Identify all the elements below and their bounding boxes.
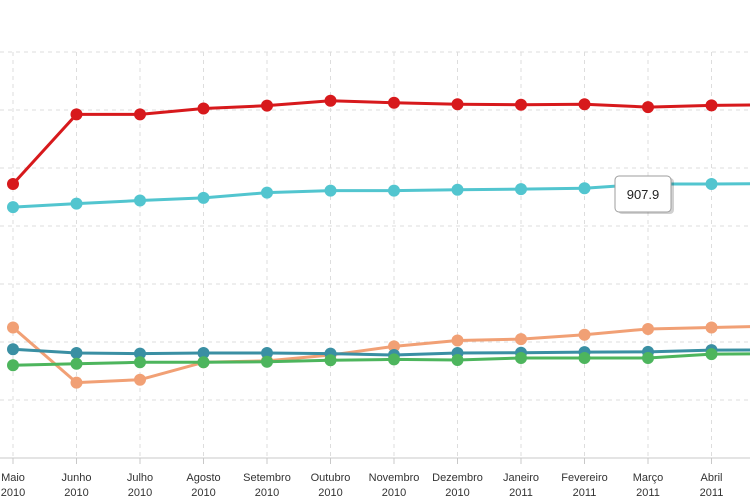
data-point[interactable] bbox=[642, 322, 654, 335]
data-point[interactable] bbox=[197, 102, 210, 115]
data-point[interactable] bbox=[578, 328, 591, 341]
x-axis-tick-label-month: Agosto bbox=[186, 472, 220, 484]
data-point[interactable] bbox=[642, 101, 654, 114]
data-point[interactable] bbox=[705, 348, 718, 361]
x-axis-tick-label-year: 2010 bbox=[64, 487, 88, 499]
data-point[interactable] bbox=[451, 183, 464, 196]
data-point[interactable] bbox=[324, 184, 337, 197]
data-point[interactable] bbox=[70, 347, 83, 360]
data-point[interactable] bbox=[451, 334, 464, 347]
data-point[interactable] bbox=[388, 340, 400, 353]
data-point[interactable] bbox=[70, 357, 83, 370]
x-axis-tick-label-year: 2010 bbox=[191, 487, 215, 499]
data-point[interactable] bbox=[451, 353, 464, 366]
x-axis-tick-label-year: 2011 bbox=[636, 487, 660, 499]
data-point[interactable] bbox=[515, 183, 527, 196]
x-axis-tick-label-year: 2010 bbox=[318, 487, 342, 499]
x-axis-tick-label-month: Junho bbox=[62, 472, 92, 484]
data-point[interactable] bbox=[578, 351, 591, 364]
x-axis-tick-label-month: Abril bbox=[700, 472, 722, 484]
x-axis-tick-label-month: Julho bbox=[127, 472, 153, 484]
data-point[interactable] bbox=[7, 201, 19, 214]
x-axis-tick-label-year: 2010 bbox=[1, 487, 25, 499]
data-point[interactable] bbox=[134, 108, 146, 121]
data-point[interactable] bbox=[261, 347, 273, 360]
data-point[interactable] bbox=[134, 194, 146, 207]
data-point[interactable] bbox=[7, 321, 19, 334]
x-axis-tick-label-month: Setembro bbox=[243, 472, 291, 484]
chart-grid bbox=[0, 51, 750, 459]
data-point[interactable] bbox=[705, 177, 718, 190]
x-axis-tick-label-year: 2010 bbox=[382, 487, 406, 499]
data-point[interactable] bbox=[134, 356, 146, 369]
data-point[interactable] bbox=[70, 376, 83, 389]
data-point[interactable] bbox=[261, 186, 273, 199]
data-point[interactable] bbox=[515, 98, 527, 111]
data-point[interactable] bbox=[261, 355, 273, 368]
x-axis-tick-label-year: 2011 bbox=[509, 487, 533, 499]
data-point[interactable] bbox=[134, 347, 146, 360]
x-axis-tick-label-month: Janeiro bbox=[503, 472, 539, 484]
data-point[interactable] bbox=[197, 356, 210, 369]
data-tooltip: 907.9 bbox=[614, 175, 674, 214]
x-axis-ticks: Maio 2010 Junho 2010 Julho 2010 Agosto 2010 Sete… bbox=[1, 458, 724, 499]
data-point[interactable] bbox=[7, 177, 19, 190]
x-axis-tick-label-year: 2010 bbox=[445, 487, 469, 499]
data-point[interactable] bbox=[7, 343, 19, 356]
data-point[interactable] bbox=[70, 197, 83, 210]
data-point[interactable] bbox=[197, 347, 210, 360]
x-axis-tick-label-month: Outubro bbox=[311, 472, 351, 484]
series-layer bbox=[7, 94, 750, 389]
tooltip-box bbox=[614, 175, 672, 213]
x-axis-tick-label-month: Março bbox=[633, 472, 664, 484]
data-point[interactable] bbox=[388, 96, 400, 109]
data-point[interactable] bbox=[324, 354, 337, 367]
data-point[interactable] bbox=[70, 108, 83, 121]
x-axis-tick-label-month: Fevereiro bbox=[561, 472, 607, 484]
data-point[interactable] bbox=[134, 373, 146, 386]
data-point[interactable] bbox=[451, 98, 464, 111]
x-axis-tick-label-year: 2011 bbox=[573, 487, 597, 499]
data-point[interactable] bbox=[515, 351, 527, 364]
data-point[interactable] bbox=[324, 94, 337, 107]
x-axis-tick-label-year: 2011 bbox=[700, 487, 724, 499]
data-point[interactable] bbox=[515, 333, 527, 346]
tooltip-value: 907.9 bbox=[627, 187, 660, 202]
data-point[interactable] bbox=[578, 98, 591, 111]
data-point[interactable] bbox=[578, 182, 591, 195]
data-point[interactable] bbox=[7, 359, 19, 372]
x-axis-tick-label-month: Novembro bbox=[369, 472, 420, 484]
data-point[interactable] bbox=[388, 184, 400, 197]
data-point[interactable] bbox=[642, 351, 654, 364]
data-point[interactable] bbox=[705, 99, 718, 112]
series-1 bbox=[7, 94, 750, 190]
x-axis-tick-label-year: 2010 bbox=[255, 487, 279, 499]
x-axis-tick-label-month: Dezembro bbox=[432, 472, 483, 484]
x-axis-tick-label-month: Maio bbox=[1, 472, 25, 484]
data-point[interactable] bbox=[388, 353, 400, 366]
data-point[interactable] bbox=[197, 191, 210, 204]
data-point[interactable] bbox=[705, 321, 718, 334]
x-axis-tick-label-year: 2010 bbox=[128, 487, 152, 499]
data-point[interactable] bbox=[261, 99, 273, 112]
series-5 bbox=[7, 348, 750, 372]
